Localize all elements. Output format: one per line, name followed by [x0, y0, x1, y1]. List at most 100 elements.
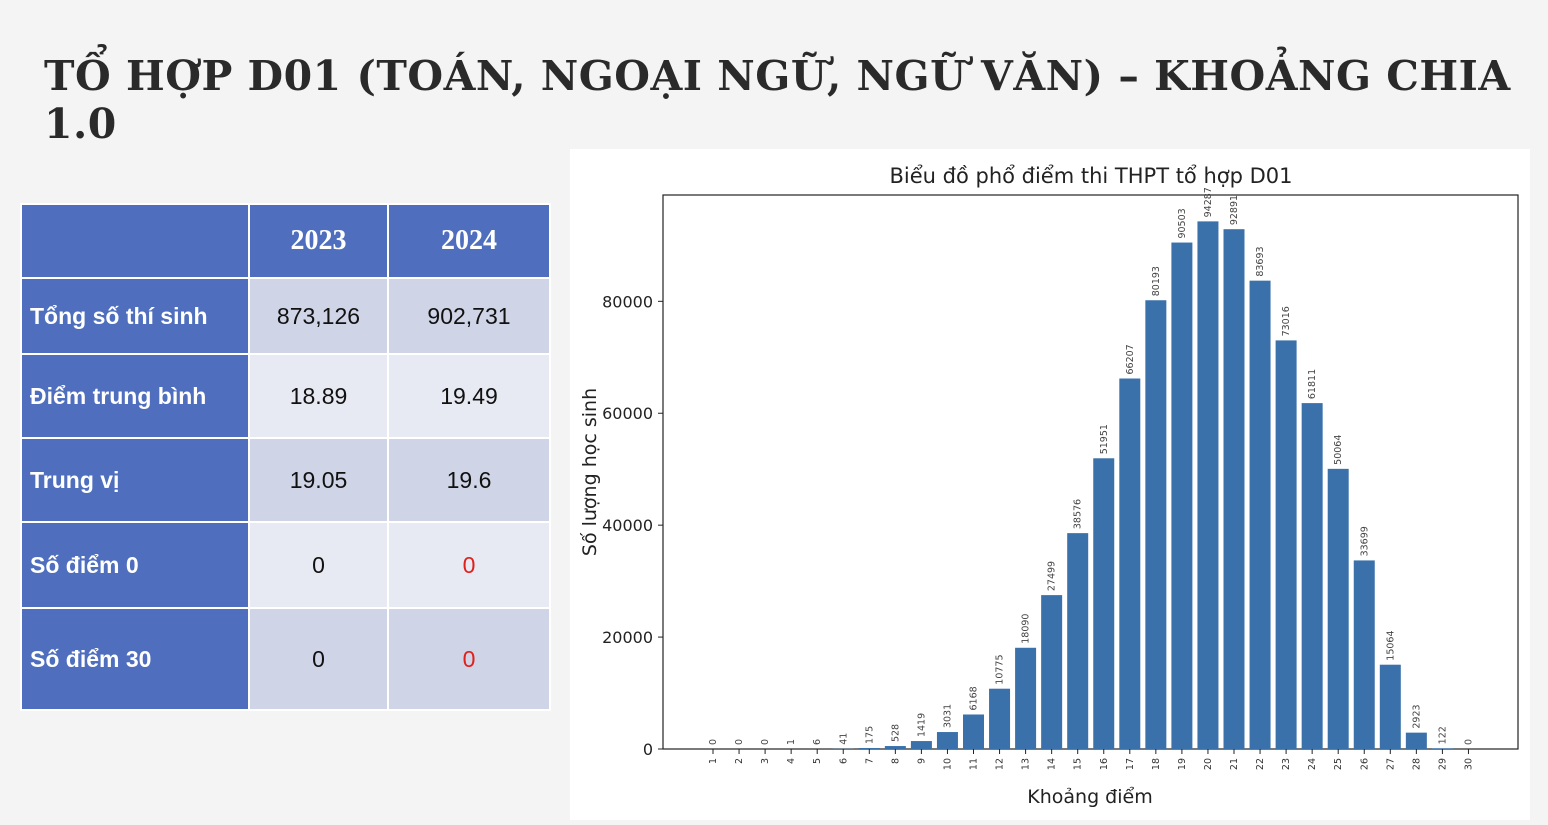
x-tick-label: 17 — [1125, 758, 1136, 770]
header-2023: 2023 — [249, 204, 388, 278]
bar-value-label: 61811 — [1307, 369, 1318, 399]
chart-bar — [963, 714, 984, 749]
bar-value-label: 1 — [786, 739, 797, 745]
bar-value-label: 15064 — [1385, 630, 1396, 660]
row-label: Số điểm 0 — [21, 522, 249, 608]
x-tick-label: 3 — [760, 758, 771, 764]
table-row: Tổng số thí sinh 873,126 902,731 — [21, 278, 550, 354]
chart-bar — [1276, 340, 1297, 749]
value-2023: 873,126 — [249, 278, 388, 354]
chart-bar — [989, 689, 1010, 749]
x-tick-label: 12 — [995, 758, 1006, 770]
x-tick-label: 5 — [812, 758, 823, 764]
y-tick-label: 20000 — [602, 628, 653, 647]
chart-bar — [1250, 281, 1271, 749]
x-tick-label: 19 — [1177, 758, 1188, 770]
bar-value-label: 528 — [890, 724, 901, 742]
chart-bar — [885, 746, 906, 749]
bar-value-label: 94287 — [1203, 187, 1214, 217]
chart-bar — [1406, 733, 1427, 749]
bar-value-label: 38576 — [1073, 499, 1084, 529]
x-tick-label: 1 — [708, 758, 719, 764]
x-tick-label: 14 — [1047, 758, 1058, 770]
chart-bar — [1145, 300, 1166, 749]
table-row: Điểm trung bình 18.89 19.49 — [21, 354, 550, 438]
chart-bar — [1302, 403, 1323, 749]
x-tick-label: 2 — [734, 758, 745, 764]
bar-value-label: 27499 — [1047, 561, 1058, 591]
bar-value-label: 3031 — [942, 704, 953, 728]
x-tick-label: 20 — [1203, 758, 1214, 770]
row-label: Trung vị — [21, 438, 249, 522]
table-row: Số điểm 0 0 0 — [21, 522, 550, 608]
value-2023: 0 — [249, 608, 388, 710]
table-row: Số điểm 30 0 0 — [21, 608, 550, 710]
bar-value-label: 175 — [864, 726, 875, 744]
chart-bar — [911, 741, 932, 749]
y-tick-label: 80000 — [602, 292, 653, 311]
bar-value-label: 41 — [838, 733, 849, 745]
x-tick-label: 24 — [1307, 758, 1318, 770]
x-axis-label: Khoảng điểm — [1027, 786, 1152, 808]
bar-value-label: 83693 — [1255, 246, 1266, 276]
x-tick-label: 21 — [1229, 758, 1240, 770]
bar-value-label: 18090 — [1021, 614, 1032, 644]
x-tick-label: 16 — [1099, 758, 1110, 770]
x-tick-label: 30 — [1463, 758, 1474, 770]
bar-value-label: 90503 — [1177, 208, 1188, 238]
x-tick-label: 23 — [1281, 758, 1292, 770]
y-tick-label: 40000 — [602, 516, 653, 535]
value-2024: 902,731 — [388, 278, 550, 354]
x-tick-label: 26 — [1359, 758, 1370, 770]
x-tick-label: 11 — [969, 758, 980, 770]
x-tick-label: 8 — [890, 758, 901, 764]
chart-bar — [859, 748, 880, 749]
bar-value-label: 92891 — [1229, 195, 1240, 225]
bar-value-label: 6 — [812, 739, 823, 745]
bar-value-label: 2923 — [1411, 704, 1422, 728]
x-tick-label: 9 — [916, 758, 927, 764]
value-2023: 18.89 — [249, 354, 388, 438]
table-header-row: 2023 2024 — [21, 204, 550, 278]
value-2024: 0 — [388, 522, 550, 608]
header-empty — [21, 204, 249, 278]
bar-value-label: 6168 — [969, 686, 980, 710]
chart-bar — [1328, 469, 1349, 749]
bar-value-label: 1419 — [916, 713, 927, 737]
x-tick-label: 10 — [942, 758, 953, 770]
value-2023: 19.05 — [249, 438, 388, 522]
bar-value-label: 0 — [1463, 739, 1474, 745]
chart-bar — [1171, 243, 1192, 749]
bar-value-label: 10775 — [995, 654, 1006, 684]
chart-bar — [1197, 221, 1218, 749]
stats-table: 2023 2024 Tổng số thí sinh 873,126 902,7… — [20, 203, 551, 711]
bar-value-label: 66207 — [1125, 344, 1136, 374]
header-2024: 2024 — [388, 204, 550, 278]
bar-value-label: 50064 — [1333, 435, 1344, 465]
x-tick-label: 25 — [1333, 758, 1344, 770]
x-tick-label: 15 — [1073, 758, 1084, 770]
value-2024: 19.49 — [388, 354, 550, 438]
table-row: Trung vị 19.05 19.6 — [21, 438, 550, 522]
x-tick-label: 18 — [1151, 758, 1162, 770]
chart-bar — [1354, 560, 1375, 749]
chart-bar — [1067, 533, 1088, 749]
bar-value-label: 0 — [760, 739, 771, 745]
value-2024: 0 — [388, 608, 550, 710]
bar-value-label: 51951 — [1099, 424, 1110, 454]
bar-value-label: 0 — [734, 739, 745, 745]
bar-value-label: 73016 — [1281, 306, 1292, 336]
x-tick-label: 22 — [1255, 758, 1266, 770]
chart-bar — [1015, 648, 1036, 749]
y-tick-label: 60000 — [602, 404, 653, 423]
chart-bar — [1093, 458, 1114, 749]
x-tick-label: 6 — [838, 758, 849, 764]
chart-bar — [1119, 379, 1140, 749]
x-tick-label: 7 — [864, 758, 875, 764]
chart-bar — [1380, 665, 1401, 749]
x-tick-label: 13 — [1021, 758, 1032, 770]
chart-bar — [937, 732, 958, 749]
bar-value-label: 0 — [708, 739, 719, 745]
